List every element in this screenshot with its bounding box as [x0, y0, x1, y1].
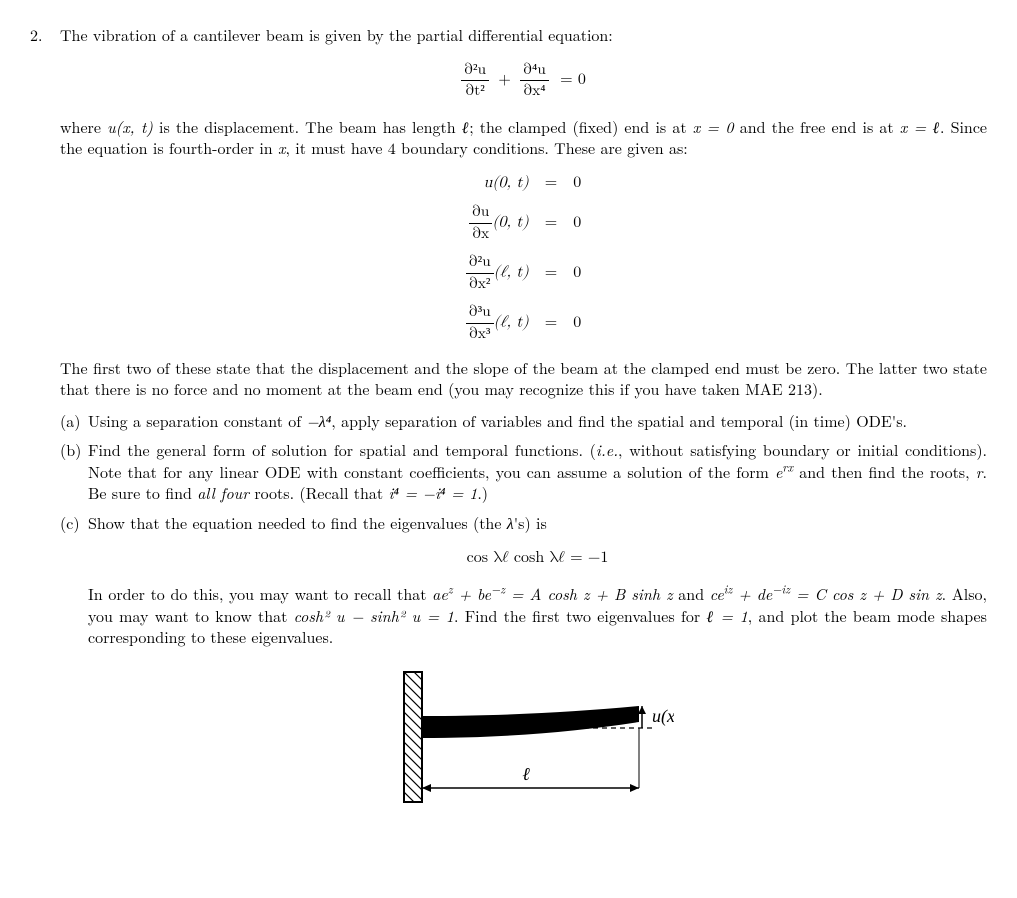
subparts-list: (a) Using a separation constant of −λ⁴, …: [60, 410, 987, 648]
part-a-text: Using a separation constant of −λ⁴, appl…: [88, 410, 987, 432]
part-a: (a) Using a separation constant of −λ⁴, …: [60, 410, 987, 432]
beam-figure: u(x,t) ℓ: [60, 662, 987, 827]
bc-explanation: The first two of these state that the di…: [60, 357, 987, 400]
bc-row: u(0, t)=0: [458, 169, 589, 199]
part-b: (b) Find the general form of solution fo…: [60, 439, 987, 504]
part-b-label: (b): [60, 439, 88, 504]
boundary-conditions: u(0, t)=0∂u∂x(0, t)=0∂²u∂x²(ℓ, t)=0∂³u∂x…: [458, 169, 589, 349]
pde-equation: ∂²u ∂t² + ∂⁴u ∂x⁴ = 0: [60, 60, 987, 102]
bc-row: ∂³u∂x³(ℓ, t)=0: [458, 298, 589, 348]
pde-term2: ∂⁴u ∂x⁴: [520, 60, 549, 102]
part-c-label: (c): [60, 512, 88, 648]
problem-2: 2. The vibration of a cantilever beam is…: [30, 24, 987, 827]
svg-text:u(x,t): u(x,t): [652, 706, 674, 727]
problem-body: The vibration of a cantilever beam is gi…: [60, 24, 987, 827]
bc-row: ∂²u∂x²(ℓ, t)=0: [458, 248, 589, 298]
bc-row: ∂u∂x(0, t)=0: [458, 198, 589, 248]
problem-number: 2.: [30, 24, 60, 827]
eigenvalue-equation: cos λℓ cosh λℓ = −1: [88, 548, 987, 570]
pde-term1: ∂²u ∂t²: [461, 60, 489, 102]
part-c: (c) Show that the equation needed to fin…: [60, 512, 987, 648]
part-b-text: Find the general form of solution for sp…: [88, 439, 987, 504]
part-c-text: Show that the equation needed to find th…: [88, 512, 987, 648]
intro-paragraph: The vibration of a cantilever beam is gi…: [60, 24, 987, 46]
setup-paragraph: where u(x, t) is the displacement. The b…: [60, 116, 987, 159]
svg-text:ℓ: ℓ: [522, 764, 530, 784]
cantilever-beam-diagram: u(x,t) ℓ: [374, 662, 674, 822]
part-a-label: (a): [60, 410, 88, 432]
